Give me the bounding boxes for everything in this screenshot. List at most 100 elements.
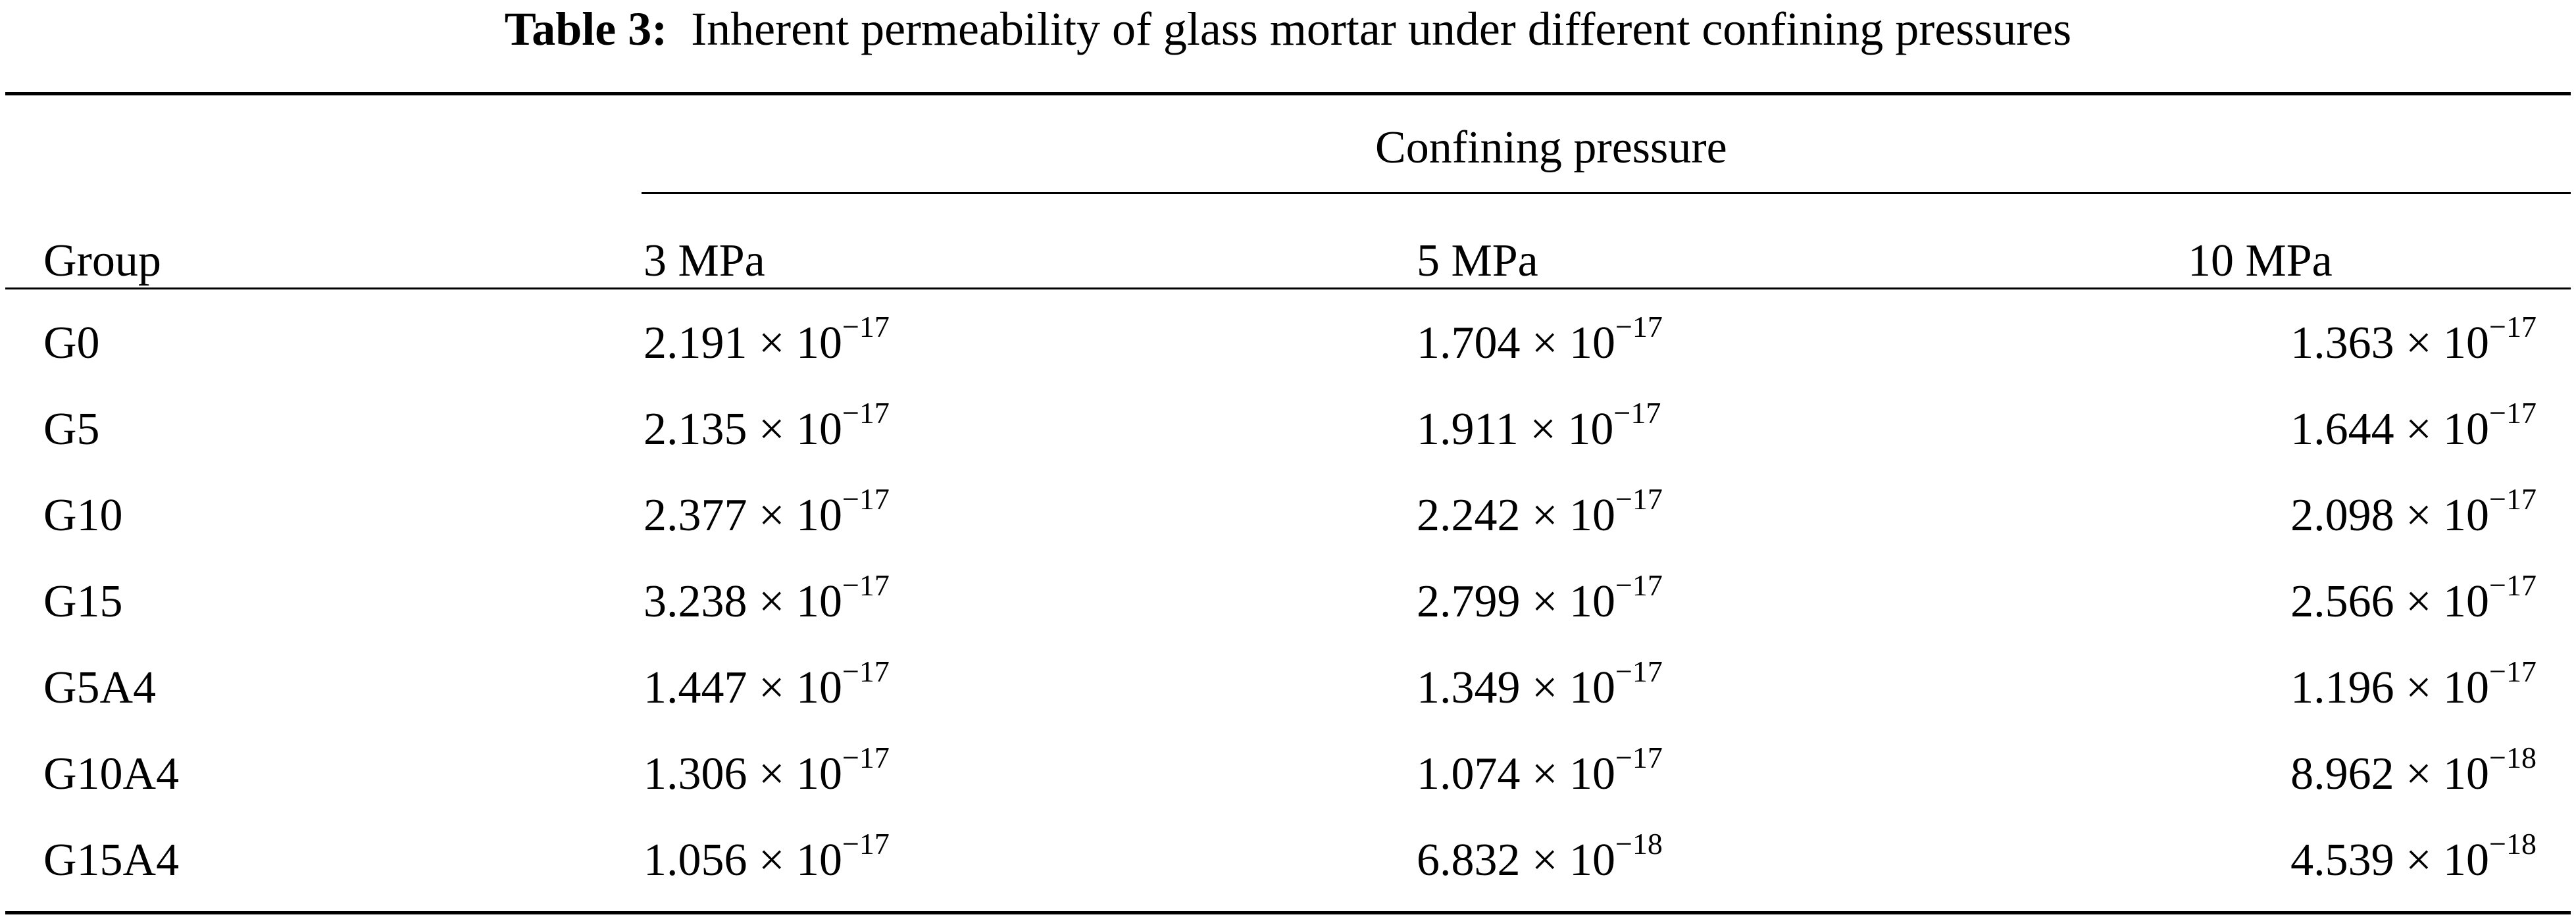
row-group-label: G10 [43, 490, 123, 541]
caption-label: Table 3: [504, 3, 668, 55]
table-cell: 1.074 × 10−17 [1417, 743, 1663, 799]
cell-multiplier: × 10 [1532, 318, 1615, 368]
cell-mantissa: 2.098 [2290, 490, 2394, 541]
cell-mantissa: 1.056 [644, 835, 747, 886]
cell-exponent: −17 [1615, 310, 1663, 343]
column-header-3mpa: 3 MPa [644, 236, 765, 286]
cell-mantissa: 2.242 [1417, 490, 1521, 541]
cell-mantissa: 1.196 [2290, 662, 2394, 713]
cell-mantissa: 4.539 [2290, 835, 2394, 886]
row-group-label: G10A4 [43, 749, 180, 799]
table-cell: 1.911 × 10−17 [1417, 398, 1661, 455]
cell-multiplier: × 10 [2406, 662, 2490, 713]
cell-exponent: −18 [2489, 827, 2537, 861]
table-cell: 6.832 × 10−18 [1417, 829, 1663, 886]
table-cell: 3.238 × 10−17 [644, 570, 890, 627]
cell-mantissa: 1.644 [2290, 404, 2394, 455]
cell-exponent: −17 [842, 396, 890, 430]
cell-multiplier: × 10 [2406, 404, 2490, 455]
table-cell: 1.056 × 10−17 [644, 829, 890, 886]
row-group-label: G15 [43, 576, 123, 627]
table-cell: 2.191 × 10−17 [644, 312, 890, 368]
cell-exponent: −17 [1615, 568, 1663, 602]
table-cell: 1.196 × 10−17 [2290, 657, 2537, 713]
bottom-rule [5, 911, 2571, 914]
table-cell: 8.962 × 10−18 [2290, 743, 2537, 799]
cell-mantissa: 1.447 [644, 662, 747, 713]
cell-mantissa: 2.566 [2290, 576, 2394, 627]
row-group-label: G5 [43, 404, 100, 455]
cell-multiplier: × 10 [2406, 576, 2490, 627]
row-group-label: G15A4 [43, 835, 180, 886]
cell-mantissa: 1.704 [1417, 318, 1521, 368]
cell-mantissa: 2.799 [1417, 576, 1521, 627]
cell-multiplier: × 10 [1532, 835, 1615, 886]
cell-multiplier: × 10 [1532, 749, 1615, 799]
header-rule [5, 287, 2571, 289]
top-rule [5, 92, 2571, 95]
table-cell: 2.135 × 10−17 [644, 398, 890, 455]
column-header-5mpa: 5 MPa [1417, 236, 1538, 286]
cell-multiplier: × 10 [2406, 490, 2490, 541]
cell-mantissa: 2.377 [644, 490, 747, 541]
cell-multiplier: × 10 [2406, 835, 2490, 886]
cell-multiplier: × 10 [1530, 404, 1614, 455]
cell-multiplier: × 10 [2406, 749, 2490, 799]
cell-mantissa: 1.363 [2290, 318, 2394, 368]
table-cell: 2.098 × 10−17 [2290, 484, 2537, 541]
cell-multiplier: × 10 [759, 490, 842, 541]
table-cell: 1.704 × 10−17 [1417, 312, 1663, 368]
cell-exponent: −17 [842, 482, 890, 516]
cell-mantissa: 6.832 [1417, 835, 1521, 886]
cell-mantissa: 1.074 [1417, 749, 1521, 799]
table-cell: 1.349 × 10−17 [1417, 657, 1663, 713]
cell-exponent: −17 [2489, 482, 2537, 516]
cell-mantissa: 3.238 [644, 576, 747, 627]
table-caption: Table 3: Inherent permeability of glass … [0, 5, 2576, 53]
column-header-group: Group [43, 236, 161, 286]
cell-exponent: −17 [842, 310, 890, 343]
cell-multiplier: × 10 [759, 835, 842, 886]
cell-exponent: −17 [1615, 482, 1663, 516]
cell-mantissa: 1.306 [644, 749, 747, 799]
cell-mantissa: 2.135 [644, 404, 747, 455]
group-header-rule [642, 192, 2571, 194]
cell-exponent: −17 [2489, 396, 2537, 430]
cell-multiplier: × 10 [1532, 490, 1615, 541]
table-cell: 2.377 × 10−17 [644, 484, 890, 541]
cell-mantissa: 1.349 [1417, 662, 1521, 713]
table-cell: 2.242 × 10−17 [1417, 484, 1663, 541]
cell-multiplier: × 10 [759, 749, 842, 799]
cell-exponent: −17 [842, 827, 890, 861]
cell-exponent: −17 [1615, 655, 1663, 688]
cell-exponent: −17 [842, 741, 890, 774]
cell-multiplier: × 10 [1532, 576, 1615, 627]
table-cell: 1.447 × 10−17 [644, 657, 890, 713]
cell-mantissa: 2.191 [644, 318, 747, 368]
cell-mantissa: 1.911 [1417, 404, 1519, 455]
table-cell: 1.306 × 10−17 [644, 743, 890, 799]
cell-mantissa: 8.962 [2290, 749, 2394, 799]
column-header-10mpa: 10 MPa [2188, 236, 2333, 286]
table-cell: 2.799 × 10−17 [1417, 570, 1663, 627]
row-group-label: G5A4 [43, 662, 157, 713]
cell-exponent: −17 [1613, 396, 1661, 430]
cell-exponent: −17 [2489, 310, 2537, 343]
group-header-confining-pressure: Confining pressure [1375, 122, 1727, 173]
cell-multiplier: × 10 [759, 404, 842, 455]
cell-exponent: −17 [1615, 741, 1663, 774]
cell-exponent: −17 [2489, 655, 2537, 688]
cell-exponent: −18 [1615, 827, 1663, 861]
cell-exponent: −17 [842, 655, 890, 688]
cell-multiplier: × 10 [759, 576, 842, 627]
table-cell: 1.644 × 10−17 [2290, 398, 2537, 455]
cell-multiplier: × 10 [759, 318, 842, 368]
row-group-label: G0 [43, 318, 100, 368]
cell-exponent: −18 [2489, 741, 2537, 774]
cell-multiplier: × 10 [1532, 662, 1615, 713]
cell-exponent: −17 [2489, 568, 2537, 602]
cell-multiplier: × 10 [2406, 318, 2490, 368]
caption-text: Inherent permeability of glass mortar un… [691, 3, 2072, 55]
cell-exponent: −17 [842, 568, 890, 602]
table-cell: 4.539 × 10−18 [2290, 829, 2537, 886]
